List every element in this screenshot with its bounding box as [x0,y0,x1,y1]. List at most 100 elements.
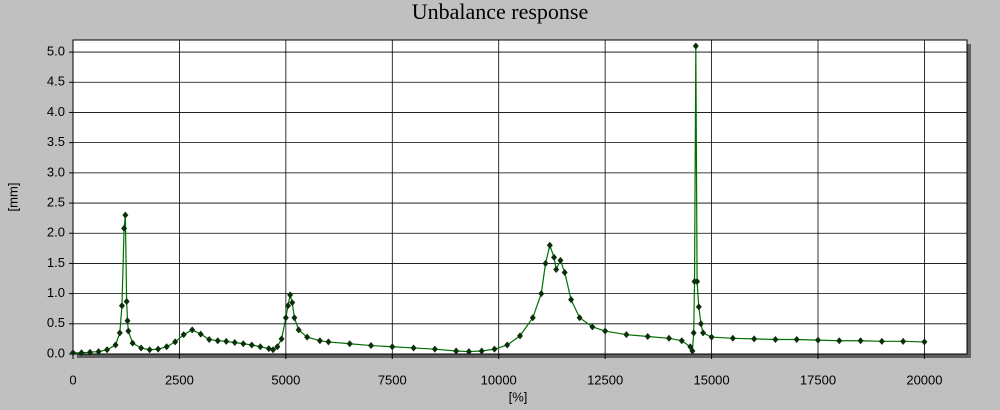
y-tick-label: 3.0 [47,164,65,179]
data-point [240,340,247,348]
data-point [116,329,123,337]
x-tick-label: 10000 [481,372,517,387]
data-point [231,339,238,347]
y-tick-label: 0.5 [47,315,65,330]
data-point [478,347,485,355]
data-point [666,334,672,342]
data-point [214,337,221,345]
data-point [729,334,736,342]
data-point [346,340,353,348]
x-tick-label: 17500 [800,372,836,387]
data-point [304,333,311,341]
y-tick-label: 5.0 [47,44,65,59]
data-point [772,336,779,344]
data-point [282,314,289,322]
data-point [553,265,560,273]
data-point [576,314,583,322]
data-point [138,344,145,352]
y-tick-label: 2.5 [47,194,65,209]
data-point [257,343,264,351]
data-point [690,329,697,337]
data-point [557,256,564,264]
data-point [542,259,549,267]
data-point [465,348,472,356]
data-point [123,297,130,305]
y-tick-label: 3.5 [47,134,65,149]
y-tick-label: 0.0 [47,345,65,360]
data-point [568,296,575,304]
y-tick-label: 2.0 [47,225,65,240]
data-point [694,278,701,286]
data-point [95,348,102,356]
y-tick-label: 1.0 [47,285,65,300]
data-point [589,323,596,331]
y-tick-label: 4.0 [47,104,65,119]
data-point [504,341,511,349]
data-point [124,317,131,325]
data-point [129,339,136,347]
data-point [623,331,630,339]
data-point [453,347,460,355]
data-point [278,335,285,343]
data-point [678,337,685,345]
data-point [857,337,864,345]
data-point [700,329,707,337]
data-point [118,302,125,310]
data-point [284,302,291,310]
data-point [878,337,885,345]
x-tick-label: 0 [69,372,76,387]
data-point [270,346,277,354]
data-point [546,241,553,249]
data-point [551,253,558,261]
data-point [815,336,821,344]
x-tick-label: 2500 [165,372,194,387]
data-point [121,224,128,232]
data-point [70,349,76,357]
data-point [122,211,129,219]
data-point [291,314,298,322]
data-point [708,333,715,341]
data-point [172,338,179,346]
chart-title: Unbalance response [412,0,589,24]
data-point [189,326,196,334]
data-point [389,343,396,351]
plot-area [72,39,968,355]
data-point [180,331,187,339]
data-point [900,337,907,345]
data-point [274,343,281,351]
x-tick-label: 12500 [587,372,623,387]
data-point [921,338,928,346]
data-point [206,336,213,344]
data-point [287,291,294,299]
data-point [431,345,438,353]
data-point [793,336,800,344]
data-point [561,268,568,276]
x-tick-label: 5000 [271,372,300,387]
data-point [517,332,523,340]
data-point [155,345,162,353]
x-axis-label: [%] [509,389,528,404]
data-point [697,320,704,328]
y-tick-label: 1.5 [47,255,65,270]
y-axis-label: [mm] [5,183,20,212]
data-point [602,327,609,335]
data-point [104,346,111,354]
data-point [78,349,85,357]
data-point [529,314,536,322]
data-point [410,344,417,352]
data-point [289,299,296,307]
x-tick-label: 7500 [378,372,407,387]
data-point [163,343,170,351]
data-point [197,330,204,338]
data-point [689,347,696,355]
data-point [644,332,651,340]
data-point [695,303,702,311]
data-point [836,337,843,345]
data-point [112,341,119,349]
data-point [223,337,230,345]
data-point [87,348,94,356]
data-point [125,327,132,335]
x-tick-label: 15000 [693,372,729,387]
